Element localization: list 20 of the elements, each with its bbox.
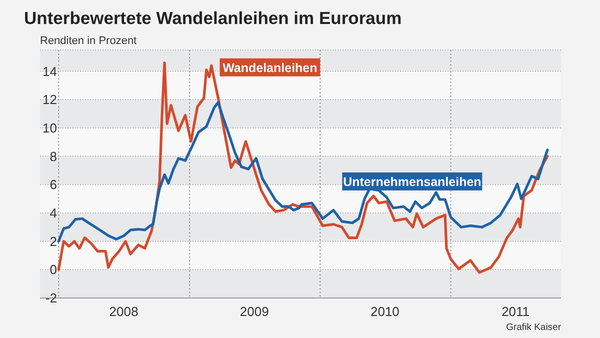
y-tick-label: 12	[42, 92, 57, 108]
y-tick-label: 0	[50, 262, 57, 278]
chart-subtitle: Renditen in Prozent	[40, 35, 137, 47]
y-tick-label: 2	[50, 234, 57, 249]
x-tick-label: 2008	[109, 304, 138, 319]
chart-title: Unterbewertete Wandelanleihen im Euroraum	[24, 8, 402, 28]
text: Grafik Kaiser	[506, 322, 561, 333]
y-tick-label: -2	[45, 290, 57, 306]
line-series	[57, 101, 549, 243]
y-tick-label: 14	[42, 64, 57, 79]
series-label: Unternehmensanleihen	[343, 174, 482, 189]
y-tick-label: 4	[50, 205, 57, 220]
x-tick-label: 2010	[370, 304, 400, 319]
x-tick-label: 2011	[502, 304, 530, 319]
series-label: Wandelanleihen	[222, 60, 318, 75]
y-tick-label: 10	[42, 120, 57, 136]
line-series	[57, 61, 549, 274]
y-tick-label: 8	[50, 148, 57, 164]
x-tick-label: 2009	[240, 304, 269, 319]
y-tick-label: 6	[50, 177, 57, 192]
